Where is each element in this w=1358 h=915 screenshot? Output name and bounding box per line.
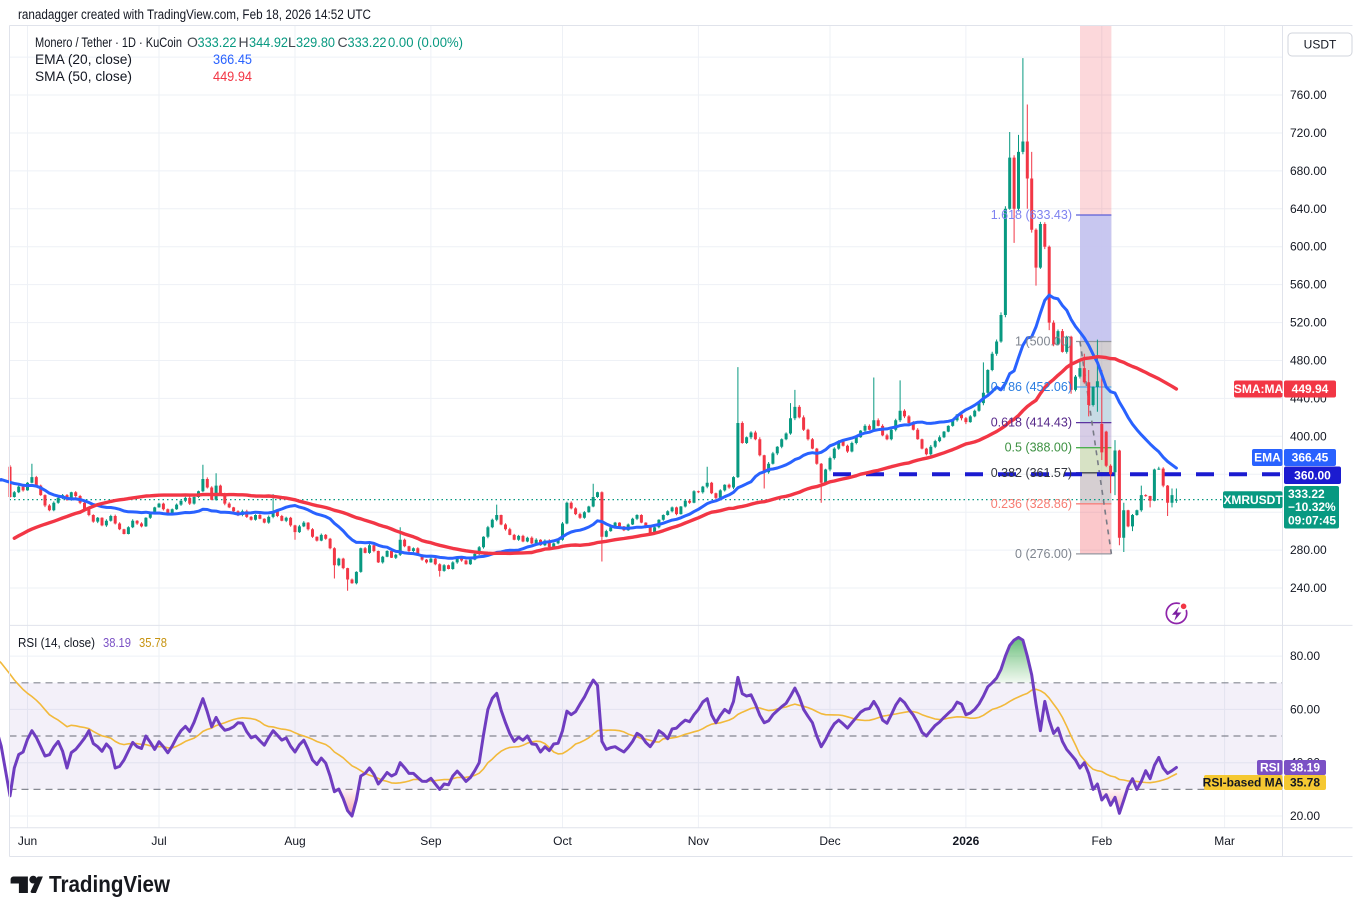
svg-text:333.22: 333.22 bbox=[348, 34, 387, 50]
svg-text:Jul: Jul bbox=[151, 834, 166, 848]
svg-text:0 (276.00): 0 (276.00) bbox=[1015, 547, 1072, 561]
svg-text:449.94: 449.94 bbox=[213, 68, 252, 84]
svg-text:−10.32%: −10.32% bbox=[1288, 500, 1336, 514]
svg-text:Oct: Oct bbox=[553, 834, 572, 848]
svg-text:80.00: 80.00 bbox=[1290, 649, 1320, 663]
svg-text:35.78: 35.78 bbox=[1290, 776, 1320, 790]
svg-text:0.00 (0.00%): 0.00 (0.00%) bbox=[388, 34, 463, 50]
svg-text:366.45: 366.45 bbox=[213, 51, 252, 67]
svg-text:Mar: Mar bbox=[1214, 834, 1235, 848]
svg-text:0.236 (328.86): 0.236 (328.86) bbox=[991, 497, 1072, 511]
svg-text:480.00: 480.00 bbox=[1290, 354, 1327, 368]
svg-text:SMA:MA: SMA:MA bbox=[1234, 382, 1284, 396]
svg-text:1 (500.00): 1 (500.00) bbox=[1015, 335, 1072, 349]
svg-text:560.00: 560.00 bbox=[1290, 278, 1327, 292]
svg-text:0.5 (388.00): 0.5 (388.00) bbox=[1005, 441, 1072, 455]
svg-text:329.80: 329.80 bbox=[296, 34, 335, 50]
svg-text:0.618 (414.43): 0.618 (414.43) bbox=[991, 416, 1072, 430]
svg-text:760.00: 760.00 bbox=[1290, 88, 1327, 102]
svg-text:Nov: Nov bbox=[688, 834, 709, 848]
svg-text:ranadagger created with Tradin: ranadagger created with TradingView.com,… bbox=[18, 7, 371, 22]
svg-text:O: O bbox=[187, 34, 198, 50]
svg-text:Dec: Dec bbox=[819, 834, 840, 848]
svg-text:240.00: 240.00 bbox=[1290, 581, 1327, 595]
svg-text:38.19: 38.19 bbox=[1290, 761, 1320, 775]
svg-text:Jun: Jun bbox=[18, 834, 37, 848]
svg-text:L: L bbox=[288, 34, 296, 50]
svg-text:333.22: 333.22 bbox=[198, 34, 237, 50]
svg-text:720.00: 720.00 bbox=[1290, 126, 1327, 140]
svg-text:2026: 2026 bbox=[953, 834, 980, 848]
svg-text:35.78: 35.78 bbox=[139, 635, 167, 650]
svg-text:360.00: 360.00 bbox=[1294, 468, 1331, 482]
svg-text:USDT: USDT bbox=[1304, 38, 1337, 52]
svg-text:38.19: 38.19 bbox=[103, 635, 131, 650]
svg-text:20.00: 20.00 bbox=[1290, 809, 1320, 823]
svg-text:H: H bbox=[239, 34, 249, 50]
svg-text:TradingView: TradingView bbox=[49, 871, 170, 897]
svg-text:Aug: Aug bbox=[284, 834, 305, 848]
svg-text:680.00: 680.00 bbox=[1290, 164, 1327, 178]
svg-text:Monero / Tether · 1D · KuCoin: Monero / Tether · 1D · KuCoin bbox=[35, 34, 182, 50]
svg-text:0.382 (361.57): 0.382 (361.57) bbox=[991, 466, 1072, 480]
svg-text:400.00: 400.00 bbox=[1290, 429, 1327, 443]
svg-text:RSI (14, close): RSI (14, close) bbox=[18, 635, 95, 650]
svg-text:333.22: 333.22 bbox=[1288, 487, 1325, 501]
svg-text:Feb: Feb bbox=[1091, 834, 1112, 848]
svg-text:0.786 (452.06): 0.786 (452.06) bbox=[991, 380, 1072, 394]
svg-text:60.00: 60.00 bbox=[1290, 702, 1320, 716]
svg-text:C: C bbox=[338, 34, 348, 50]
svg-text:640.00: 640.00 bbox=[1290, 202, 1327, 216]
svg-text:RSI: RSI bbox=[1260, 761, 1280, 775]
svg-text:600.00: 600.00 bbox=[1290, 240, 1327, 254]
svg-text:EMA: EMA bbox=[1254, 451, 1281, 465]
svg-text:366.45: 366.45 bbox=[1292, 451, 1329, 465]
svg-text:520.00: 520.00 bbox=[1290, 316, 1327, 330]
svg-text:Sep: Sep bbox=[420, 834, 442, 848]
svg-text:344.92: 344.92 bbox=[249, 34, 288, 50]
svg-text:449.94: 449.94 bbox=[1292, 382, 1329, 396]
svg-text:RSI-based MA: RSI-based MA bbox=[1203, 776, 1284, 790]
svg-text:XMRUSDT: XMRUSDT bbox=[1223, 493, 1283, 507]
svg-text:280.00: 280.00 bbox=[1290, 543, 1327, 557]
svg-text:09:07:45: 09:07:45 bbox=[1288, 513, 1336, 527]
svg-text:EMA (20, close): EMA (20, close) bbox=[35, 51, 132, 67]
svg-text:SMA (50, close): SMA (50, close) bbox=[35, 68, 132, 84]
svg-text:1.618 (633.43): 1.618 (633.43) bbox=[991, 208, 1072, 222]
